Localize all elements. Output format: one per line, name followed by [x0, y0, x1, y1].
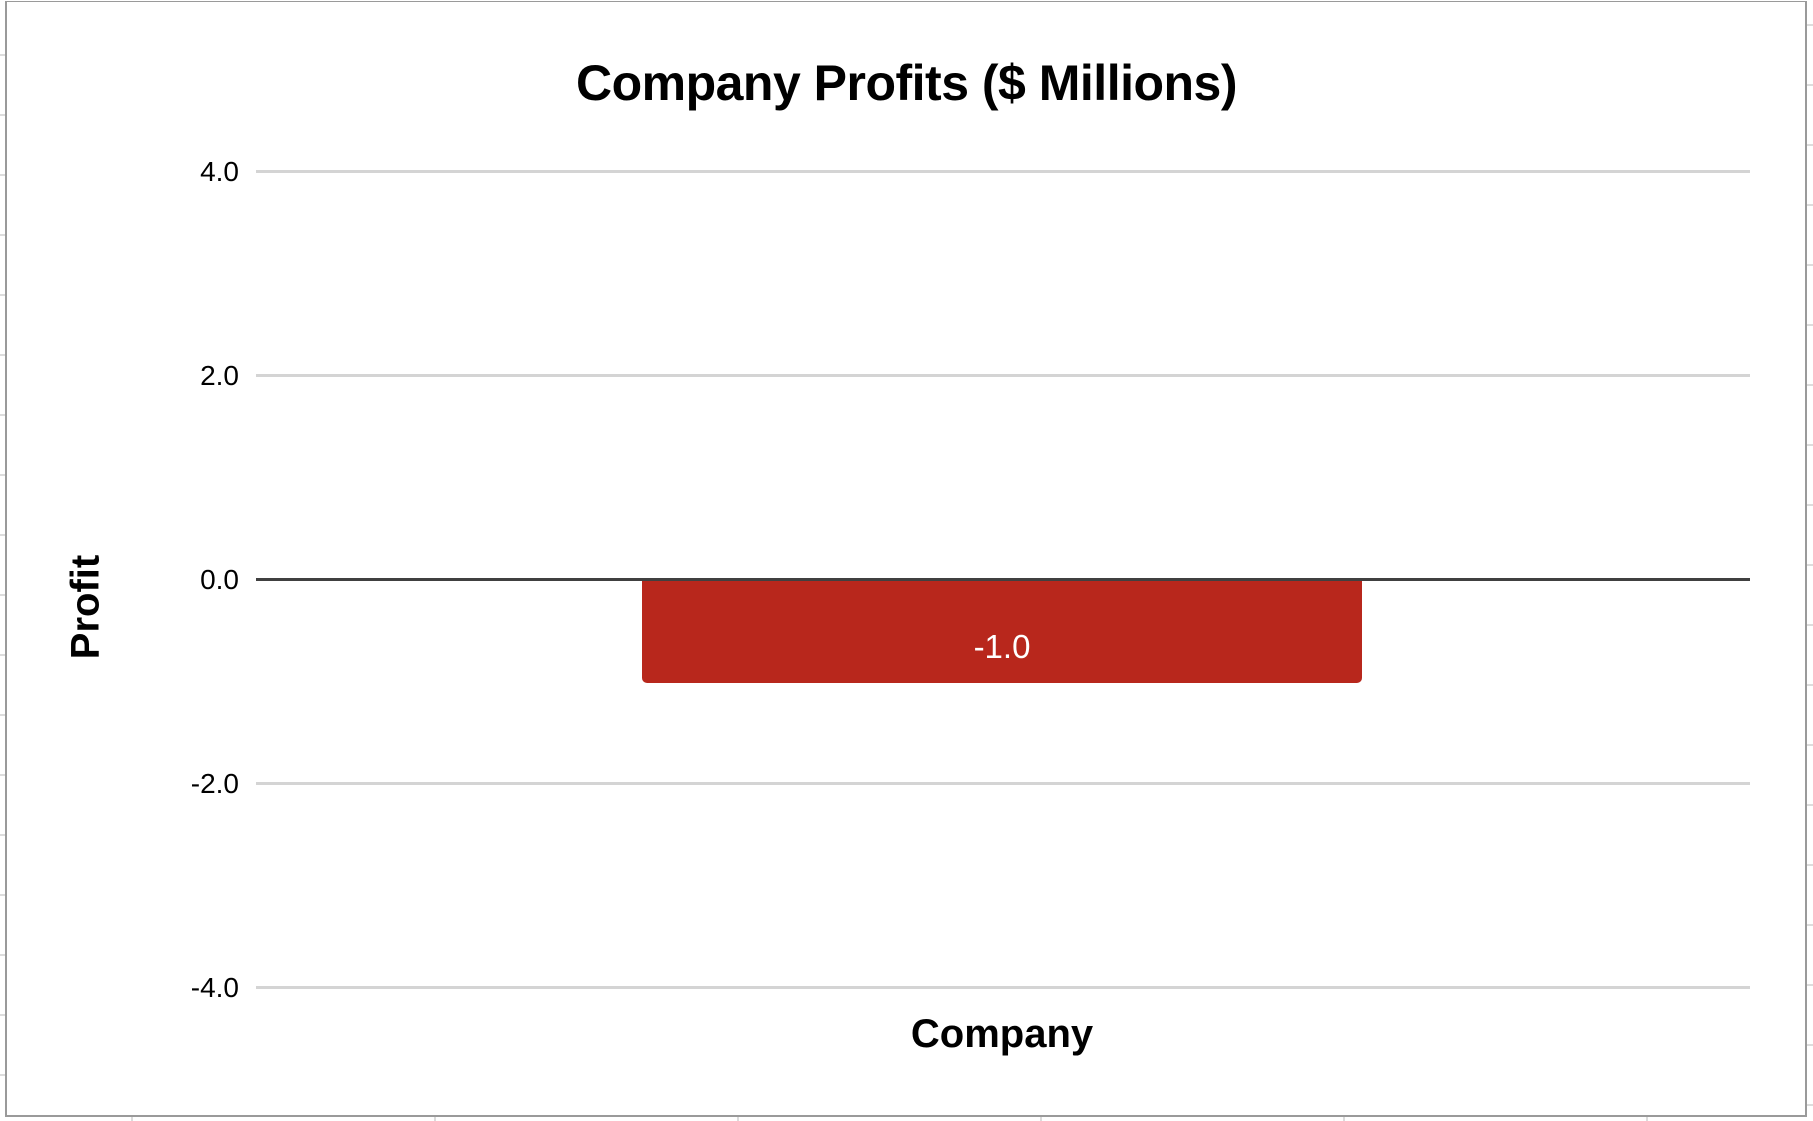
sheet-row-tick	[1807, 564, 1813, 566]
gridline-2	[256, 374, 1750, 377]
sheet-row-tick	[1807, 144, 1813, 146]
sheet-row-tick	[0, 1074, 6, 1076]
sheet-row-tick	[1807, 264, 1813, 266]
sheet-row-tick	[1807, 84, 1813, 86]
y-tick-label: 0.0	[200, 564, 239, 595]
x-axis-title: Company	[910, 1012, 1094, 1056]
sheet-row-tick	[0, 234, 6, 236]
sheet-row-tick	[0, 714, 6, 716]
sheet-row-tick	[1807, 504, 1813, 506]
sheet-row-tick	[1807, 864, 1813, 866]
zero-axis-line	[256, 578, 1750, 581]
sheet-row-tick	[0, 534, 6, 536]
chart-container[interactable]	[5, 1, 1807, 1117]
sheet-row-tick	[1807, 684, 1813, 686]
sheet-row-tick	[0, 1014, 6, 1016]
sheet-row-tick	[1807, 1104, 1813, 1106]
gridline-4	[256, 170, 1750, 173]
y-tick-label: -4.0	[190, 972, 239, 1003]
sheet-row-tick	[0, 174, 6, 176]
sheet-row-tick	[0, 774, 6, 776]
sheet-row-tick	[0, 894, 6, 896]
sheet-row-tick	[1807, 24, 1813, 26]
sheet-row-tick	[0, 54, 6, 56]
sheet-row-tick	[1807, 444, 1813, 446]
sheet-row-tick	[0, 114, 6, 116]
bar-profit[interactable]	[642, 581, 1362, 684]
sheet-row-tick	[0, 834, 6, 836]
sheet-row-tick	[1807, 804, 1813, 806]
sheet-col-tick	[1646, 1116, 1648, 1121]
sheet-row-tick	[1807, 744, 1813, 746]
sheet-row-tick	[1807, 1044, 1813, 1046]
sheet-row-tick	[0, 654, 6, 656]
sheet-col-tick	[1343, 1116, 1345, 1121]
sheet-row-tick	[1807, 984, 1813, 986]
bar-data-label: -1.0	[973, 628, 1031, 665]
y-axis-title: Profit	[63, 554, 108, 660]
gridline-neg4	[256, 986, 1750, 989]
sheet-col-tick	[737, 1116, 739, 1121]
sheet-col-tick	[1040, 1116, 1042, 1121]
sheet-col-tick	[131, 1116, 133, 1121]
sheet-row-tick	[0, 594, 6, 596]
sheet-row-tick	[0, 954, 6, 956]
sheet-row-tick	[0, 474, 6, 476]
sheet-row-tick	[0, 354, 6, 356]
sheet-col-tick	[434, 1116, 436, 1121]
sheet-row-tick	[1807, 624, 1813, 626]
sheet-row-tick	[0, 414, 6, 416]
sheet-row-tick	[0, 294, 6, 296]
chart-title: Company Profits ($ Millions)	[575, 55, 1238, 111]
sheet-row-tick	[1807, 384, 1813, 386]
sheet-row-tick	[1807, 204, 1813, 206]
y-tick-label: 2.0	[200, 360, 239, 391]
gridline-neg2	[256, 782, 1750, 785]
y-tick-label: -2.0	[190, 768, 239, 799]
sheet-row-tick	[1807, 324, 1813, 326]
y-tick-label: 4.0	[200, 156, 239, 187]
sheet-row-tick	[1807, 924, 1813, 926]
